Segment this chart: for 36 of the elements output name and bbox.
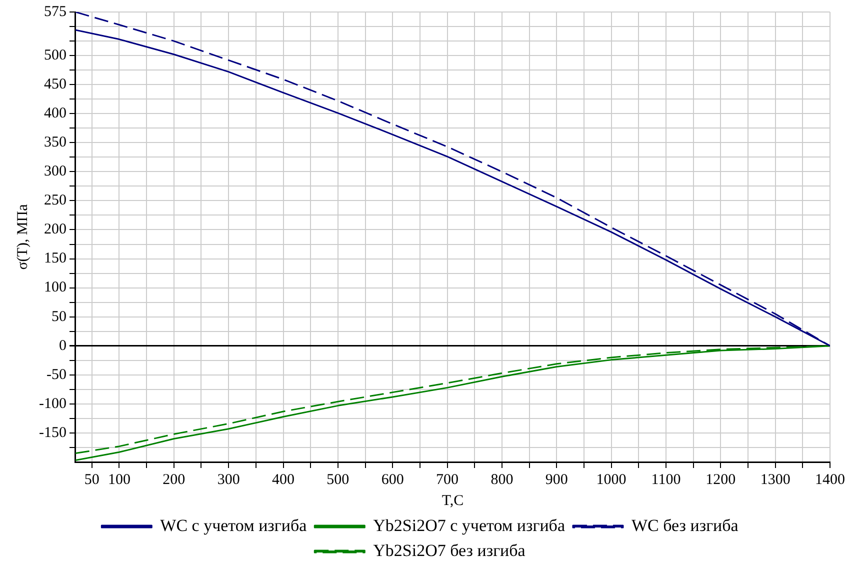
x-tick-label: 1400 bbox=[815, 472, 845, 488]
y-tick-label: 100 bbox=[44, 280, 66, 296]
x-tick-label: 1000 bbox=[596, 472, 626, 488]
y-axis-title: σ(T), МПа bbox=[14, 204, 31, 270]
y-tick-label: 350 bbox=[44, 134, 66, 151]
x-tick-label: 500 bbox=[326, 472, 350, 488]
y-tick-label: 450 bbox=[44, 76, 66, 93]
y-tick-label: 200 bbox=[44, 222, 66, 238]
x-axis-title: T,C bbox=[442, 492, 464, 509]
x-tick-label: 50 bbox=[84, 472, 100, 488]
x-tick-label: 400 bbox=[272, 472, 295, 488]
legend-label: WC с учетом изгиба bbox=[160, 516, 308, 535]
y-tick-label: 400 bbox=[44, 106, 66, 122]
legend-label: WC без изгиба bbox=[631, 516, 739, 535]
x-tick-label: 300 bbox=[217, 472, 240, 488]
legend-label: Yb2Si2O7 с учетом изгиба bbox=[373, 516, 566, 535]
x-tick-label: 900 bbox=[545, 472, 568, 488]
y-tick-label: 250 bbox=[44, 192, 66, 209]
x-tick-label: 800 bbox=[490, 472, 514, 488]
x-tick-label: 1300 bbox=[760, 472, 790, 488]
y-tick-label: 150 bbox=[44, 250, 66, 267]
x-tick-label: 200 bbox=[162, 472, 186, 488]
legend-label: Yb2Si2O7 без изгиба bbox=[373, 540, 526, 560]
y-tick-label: -100 bbox=[38, 396, 66, 412]
x-tick-label: 700 bbox=[436, 472, 459, 488]
x-tick-label: 1200 bbox=[706, 472, 736, 488]
x-tick-label: 1100 bbox=[651, 472, 681, 488]
y-tick-label: 575 bbox=[44, 4, 66, 20]
y-tick-label: 0 bbox=[58, 338, 66, 354]
y-tick-label: -50 bbox=[46, 366, 66, 383]
y-tick-label: -150 bbox=[38, 424, 66, 441]
x-tick-label: 100 bbox=[108, 472, 130, 488]
y-tick-label: 50 bbox=[51, 308, 66, 325]
y-tick-label: 300 bbox=[44, 164, 66, 180]
y-tick-label: 500 bbox=[44, 47, 66, 64]
x-tick-label: 600 bbox=[381, 472, 404, 488]
